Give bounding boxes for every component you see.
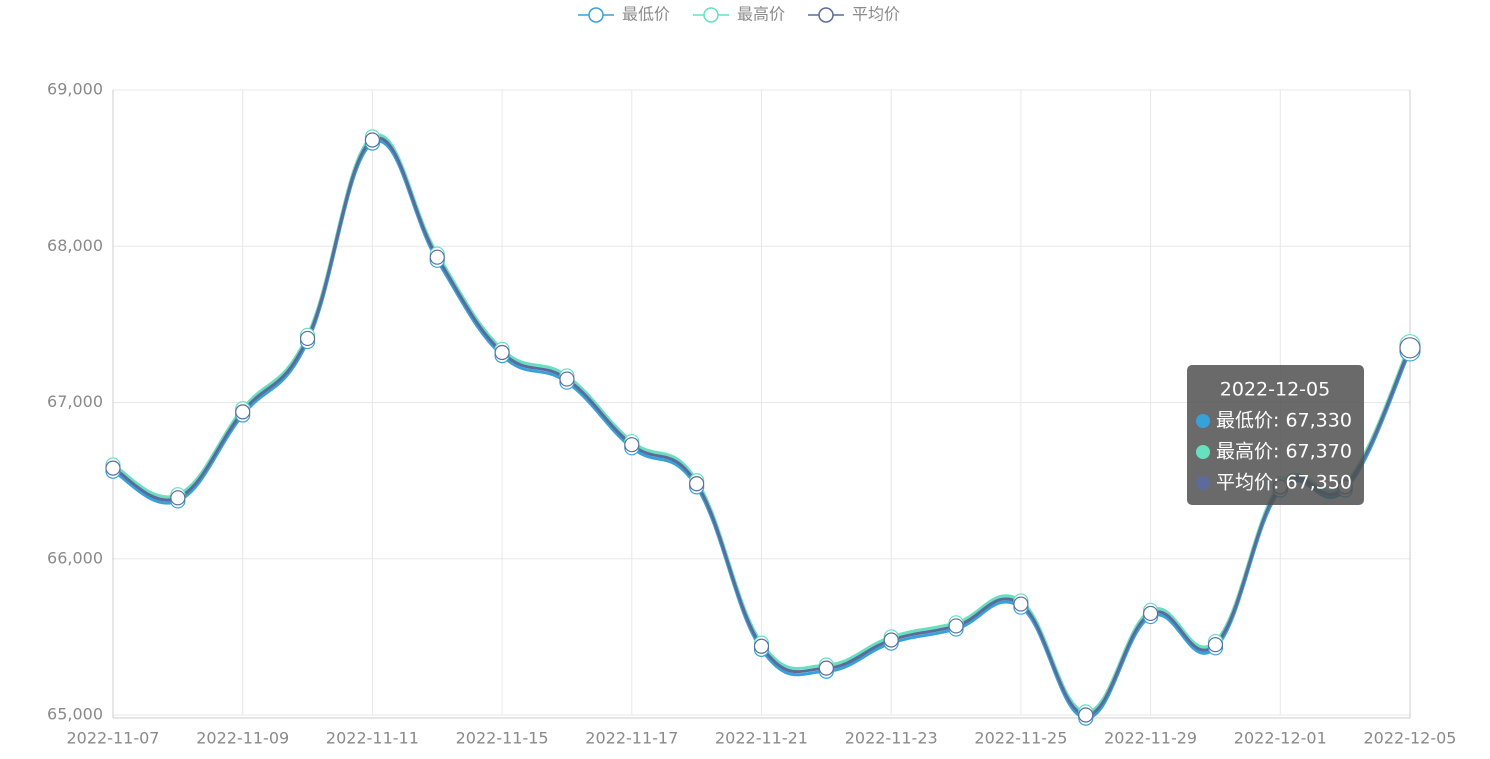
y-tick-label: 69,000: [47, 80, 103, 99]
x-tick-label: 2022-12-05: [1364, 729, 1457, 748]
point: [1142, 605, 1159, 622]
point: [1399, 337, 1421, 359]
legend-label: 平均价: [852, 5, 900, 24]
y-tick-label: 65,000: [47, 705, 103, 724]
point: [299, 330, 316, 347]
x-tick-label: 2022-11-15: [456, 729, 549, 748]
tooltip-box: [1187, 365, 1364, 505]
point: [753, 638, 770, 654]
point: [494, 344, 510, 361]
point: [689, 476, 705, 492]
y-tick-label: 68,000: [47, 236, 103, 255]
point: [105, 460, 121, 476]
legend-label: 最低价: [622, 5, 670, 24]
legend-marker: [703, 7, 719, 23]
legend-marker: [588, 7, 604, 23]
point: [624, 437, 640, 453]
x-tick-label: 2022-11-09: [196, 729, 289, 748]
point: [364, 132, 380, 148]
x-tick-label: 2022-11-21: [715, 729, 808, 748]
tooltip-title: 2022-12-05: [1220, 379, 1330, 401]
tooltip: 2022-12-05 最低价: 67,330 最高价: 67,370 平均价: 67,…: [1187, 365, 1364, 505]
x-tick-label: 2022-11-29: [1104, 729, 1197, 748]
point: [1078, 707, 1094, 723]
point: [559, 371, 575, 387]
tooltip-dot: [1196, 445, 1210, 459]
point: [883, 632, 899, 648]
x-tick-label: 2022-12-01: [1234, 729, 1327, 748]
point: [818, 660, 834, 676]
x-tick-label: 2022-11-23: [845, 729, 938, 748]
tooltip-item: 最低价: 67,330: [1216, 410, 1352, 432]
point: [1013, 596, 1029, 612]
y-tick-label: 66,000: [47, 548, 103, 567]
legend-marker: [818, 7, 834, 23]
y-tick-label: 67,000: [47, 392, 103, 411]
point: [170, 490, 186, 506]
point: [948, 618, 964, 634]
tooltip-item: 平均价: 67,350: [1216, 472, 1352, 494]
point: [235, 404, 251, 420]
x-tick-label: 2022-11-17: [585, 729, 678, 748]
point: [429, 249, 445, 265]
tooltip-dot: [1196, 476, 1210, 490]
legend-label: 最高价: [737, 5, 785, 24]
x-tick-label: 2022-11-07: [67, 729, 160, 748]
x-tick-label: 2022-11-11: [326, 729, 419, 748]
x-tick-label: 2022-11-25: [974, 729, 1067, 748]
tooltip-dot: [1196, 414, 1210, 428]
point: [1207, 637, 1224, 653]
tooltip-item: 最高价: 67,370: [1216, 441, 1352, 463]
